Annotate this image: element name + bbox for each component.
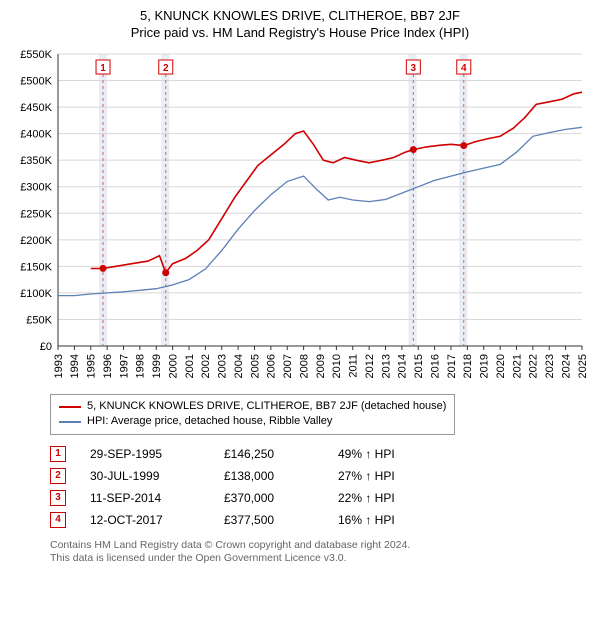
svg-text:£50K: £50K (26, 314, 52, 326)
event-row: 1 29-SEP-1995 £146,250 49% ↑ HPI (50, 443, 590, 465)
svg-text:2024: 2024 (560, 354, 572, 378)
svg-text:£550K: £550K (20, 49, 52, 61)
svg-text:£400K: £400K (20, 129, 52, 141)
chart-subtitle: Price paid vs. HM Land Registry's House … (10, 25, 590, 40)
svg-text:2021: 2021 (511, 354, 523, 378)
event-marker: 2 (50, 468, 66, 484)
svg-text:2004: 2004 (233, 354, 245, 378)
footnote-line: Contains HM Land Registry data © Crown c… (50, 539, 590, 553)
event-row: 2 30-JUL-1999 £138,000 27% ↑ HPI (50, 465, 590, 487)
svg-text:1998: 1998 (135, 354, 147, 378)
line-chart-svg: £0 £50K £100K £150K £200K £250K £300K £350K £400… (10, 46, 590, 386)
svg-text:1996: 1996 (102, 354, 114, 378)
svg-text:2011: 2011 (348, 354, 360, 378)
event-marker: 1 (50, 446, 66, 462)
chart-area: £0 £50K £100K £150K £200K £250K £300K £350K £400… (10, 46, 590, 386)
svg-text:£450K: £450K (20, 102, 52, 114)
footnote-line: This data is licensed under the Open Gov… (50, 552, 590, 566)
svg-text:1995: 1995 (86, 354, 98, 378)
svg-text:1: 1 (100, 63, 106, 74)
event-row: 3 11-SEP-2014 £370,000 22% ↑ HPI (50, 487, 590, 509)
event-marker: 4 (50, 512, 66, 528)
event-row: 4 12-OCT-2017 £377,500 16% ↑ HPI (50, 509, 590, 531)
event-table: 1 29-SEP-1995 £146,250 49% ↑ HPI 2 30-JUL-199… (50, 443, 590, 531)
chart-title: 5, KNUNCK KNOWLES DRIVE, CLITHEROE, BB7 … (10, 8, 590, 23)
svg-text:£500K: £500K (20, 76, 52, 88)
svg-text:2022: 2022 (528, 354, 540, 378)
event-date: 11-SEP-2014 (90, 491, 200, 505)
svg-text:2001: 2001 (184, 354, 196, 378)
event-price: £377,500 (224, 513, 314, 527)
svg-text:2003: 2003 (217, 354, 229, 378)
svg-text:3: 3 (411, 63, 417, 74)
svg-text:2019: 2019 (479, 354, 491, 378)
legend-item: HPI: Average price, detached house, Ribb… (59, 414, 446, 429)
svg-text:£350K: £350K (20, 155, 52, 167)
svg-text:2008: 2008 (298, 354, 310, 378)
svg-text:1994: 1994 (69, 354, 81, 378)
event-pct: 49% ↑ HPI (338, 447, 458, 461)
svg-text:2010: 2010 (331, 354, 343, 378)
svg-text:2: 2 (163, 63, 169, 74)
svg-text:2002: 2002 (200, 354, 212, 378)
legend: 5, KNUNCK KNOWLES DRIVE, CLITHEROE, BB7 … (50, 394, 455, 435)
legend-label: HPI: Average price, detached house, Ribb… (87, 414, 332, 429)
svg-text:2012: 2012 (364, 354, 376, 378)
event-pct: 16% ↑ HPI (338, 513, 458, 527)
event-date: 29-SEP-1995 (90, 447, 200, 461)
svg-text:2016: 2016 (429, 354, 441, 378)
svg-text:2009: 2009 (315, 354, 327, 378)
event-pct: 22% ↑ HPI (338, 491, 458, 505)
svg-text:2025: 2025 (577, 354, 589, 378)
svg-text:2013: 2013 (380, 354, 392, 378)
svg-text:2000: 2000 (167, 354, 179, 378)
svg-text:2014: 2014 (397, 354, 409, 378)
svg-text:£150K: £150K (20, 261, 52, 273)
legend-label: 5, KNUNCK KNOWLES DRIVE, CLITHEROE, BB7 … (87, 399, 446, 414)
legend-swatch (59, 406, 81, 408)
event-marker: 3 (50, 490, 66, 506)
event-price: £138,000 (224, 469, 314, 483)
svg-text:£200K: £200K (20, 235, 52, 247)
footnote: Contains HM Land Registry data © Crown c… (50, 539, 590, 566)
svg-text:2020: 2020 (495, 354, 507, 378)
legend-item: 5, KNUNCK KNOWLES DRIVE, CLITHEROE, BB7 … (59, 399, 446, 414)
svg-text:2006: 2006 (266, 354, 278, 378)
svg-text:£100K: £100K (20, 288, 52, 300)
svg-text:2007: 2007 (282, 354, 294, 378)
svg-text:£300K: £300K (20, 182, 52, 194)
event-date: 12-OCT-2017 (90, 513, 200, 527)
svg-text:2017: 2017 (446, 354, 458, 378)
event-pct: 27% ↑ HPI (338, 469, 458, 483)
svg-text:£0: £0 (40, 341, 52, 353)
legend-swatch (59, 421, 81, 423)
event-price: £370,000 (224, 491, 314, 505)
svg-text:4: 4 (461, 63, 467, 74)
svg-text:1993: 1993 (53, 354, 65, 378)
chart-container: 5, KNUNCK KNOWLES DRIVE, CLITHEROE, BB7 … (0, 0, 600, 576)
svg-text:1999: 1999 (151, 354, 163, 378)
svg-text:£250K: £250K (20, 208, 52, 220)
svg-text:1997: 1997 (118, 354, 130, 378)
svg-text:2023: 2023 (544, 354, 556, 378)
svg-text:2018: 2018 (462, 354, 474, 378)
event-price: £146,250 (224, 447, 314, 461)
svg-text:2015: 2015 (413, 354, 425, 378)
event-date: 30-JUL-1999 (90, 469, 200, 483)
svg-text:2005: 2005 (249, 354, 261, 378)
